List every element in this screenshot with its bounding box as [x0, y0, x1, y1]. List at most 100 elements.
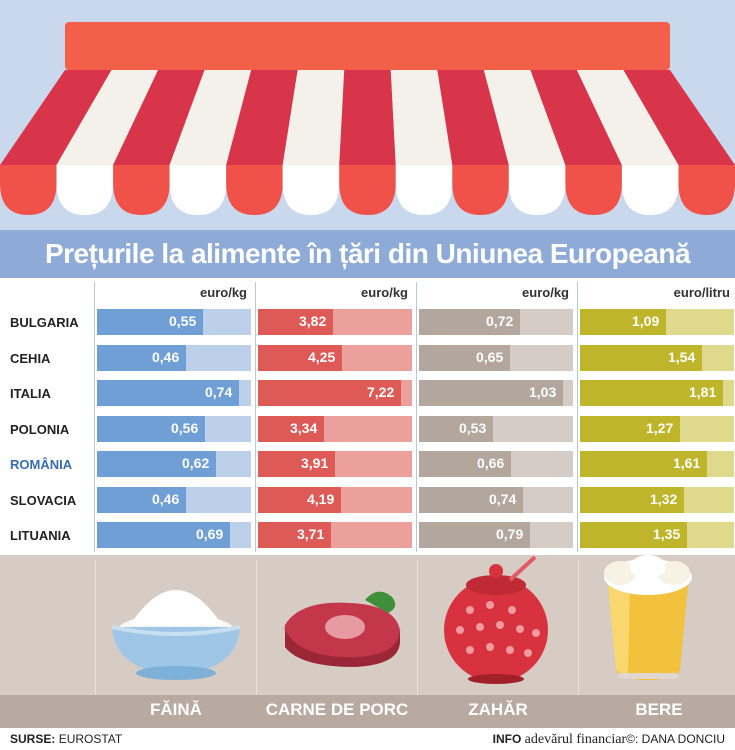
column-divider: [255, 282, 256, 552]
awning-stripe: [437, 70, 509, 165]
bar-value-label: 0,46: [152, 490, 180, 507]
awning-stripe: [483, 70, 566, 165]
bar-value-label: 1,35: [653, 526, 681, 542]
chart-title: Prețurile la alimente în țări din Uniune…: [44, 238, 691, 269]
bar-value-label: 1,32: [650, 490, 678, 507]
bar: [419, 309, 520, 335]
awning-stripe: [0, 70, 112, 165]
bar: [258, 451, 335, 477]
bar-track: 0,62: [97, 451, 251, 477]
bar: [97, 415, 205, 442]
bar-value-label: 0,56: [171, 419, 199, 436]
bar-track: 4,19: [258, 486, 412, 513]
bar-value-label: 0,62: [182, 455, 210, 471]
bar: [419, 522, 530, 548]
bar: [419, 344, 510, 371]
footer: [0, 728, 735, 750]
pork-meat-icon: [284, 591, 401, 667]
credit-brand: adevărul financiar: [524, 732, 627, 747]
bar-value-label: 0,65: [476, 348, 504, 365]
bar-value-label: 0,69: [196, 526, 224, 542]
awning-illustration: [0, 22, 735, 215]
beer-glass-icon: [604, 555, 692, 680]
bar-track: 3,91: [258, 451, 412, 477]
country-label: ITALIA: [10, 386, 51, 401]
bar: [580, 309, 666, 335]
bar-value-label: 1,54: [668, 348, 696, 365]
column-divider: [416, 282, 417, 552]
awning-scallop: [169, 165, 227, 215]
food-illustrations: [111, 555, 692, 684]
bar: [580, 415, 680, 442]
awning-stripe: [623, 70, 735, 165]
bar-value-label: 0,53: [459, 419, 487, 436]
awning-scallop: [113, 165, 170, 215]
awning-stripe: [282, 70, 345, 165]
bar-track: 0,69: [97, 522, 251, 548]
awning-stripe: [226, 70, 298, 165]
bar-track: 0,72: [419, 309, 573, 335]
bar-value-label: 4,19: [307, 490, 335, 507]
country-label: POLONIA: [10, 421, 70, 437]
awning-stripe: [339, 70, 396, 165]
food-label-sugar: ZAHĂR: [468, 700, 528, 719]
bar-value-label: 3,82: [299, 313, 327, 329]
bar: [419, 486, 523, 513]
bar-value-label: 0,72: [486, 313, 514, 329]
bar: [97, 522, 230, 548]
awning-stripe: [530, 70, 622, 165]
awning-stripe: [169, 70, 252, 165]
bar-track: 0,74: [97, 380, 251, 406]
bar-value-label: 1,81: [689, 384, 717, 400]
bar-value-label: 7,22: [367, 384, 395, 400]
image-divider: [417, 560, 418, 728]
bar-value-label: 0,74: [205, 384, 233, 400]
column-divider: [94, 282, 95, 552]
bar: [258, 344, 342, 371]
bar-track: 1,27: [580, 415, 734, 442]
bar-value-label: 0,74: [489, 490, 517, 507]
awning-stripe: [113, 70, 205, 165]
bar: [258, 380, 401, 406]
bar-value-label: 1,09: [632, 313, 660, 329]
country-label: CEHIA: [10, 350, 51, 366]
bar-track: 3,34: [258, 415, 412, 442]
title-band: [0, 230, 735, 278]
awning-stripe: [390, 70, 453, 165]
bar-track: 0,65: [419, 344, 573, 371]
food-label-band: [0, 695, 735, 728]
bar: [97, 380, 239, 406]
bar-track: 1,09: [580, 309, 734, 335]
food-label-pork: CARNE DE PORC: [265, 700, 409, 719]
bar: [97, 344, 186, 371]
awning-scallop: [452, 165, 509, 215]
bar: [580, 380, 723, 406]
image-divider: [578, 560, 579, 728]
bar-value-label: 1,61: [673, 455, 701, 471]
awning-scallop: [508, 165, 566, 215]
bar: [580, 451, 707, 477]
credit-info: INFO: [492, 732, 522, 746]
source-value: EUROSTAT: [58, 732, 123, 746]
credit-symbol: ©:: [626, 732, 639, 746]
source-note: SURSE: EUROSTAT: [10, 732, 122, 746]
bar: [419, 415, 493, 442]
bar-track: 0,46: [97, 486, 251, 513]
bar-value-label: 3,91: [301, 455, 329, 471]
awning-stripe: [56, 70, 159, 165]
credit-author: DANA DONCIU: [641, 732, 725, 746]
bar: [419, 451, 511, 477]
food-label-beer: BERE: [635, 700, 683, 719]
awning-scallop: [395, 165, 453, 215]
bar: [580, 344, 702, 371]
bar: [580, 522, 687, 548]
image-divider: [256, 560, 257, 728]
bar-value-label: 0,79: [496, 526, 524, 542]
bar-track: 0,55: [97, 309, 251, 335]
country-label: ROMÂNIA: [10, 457, 73, 472]
bar-value-label: 1,27: [646, 419, 674, 436]
bar-value-label: 4,25: [308, 348, 336, 365]
bar-track: 7,22: [258, 380, 412, 406]
awning-scallop: [678, 165, 735, 215]
bar: [97, 309, 203, 335]
